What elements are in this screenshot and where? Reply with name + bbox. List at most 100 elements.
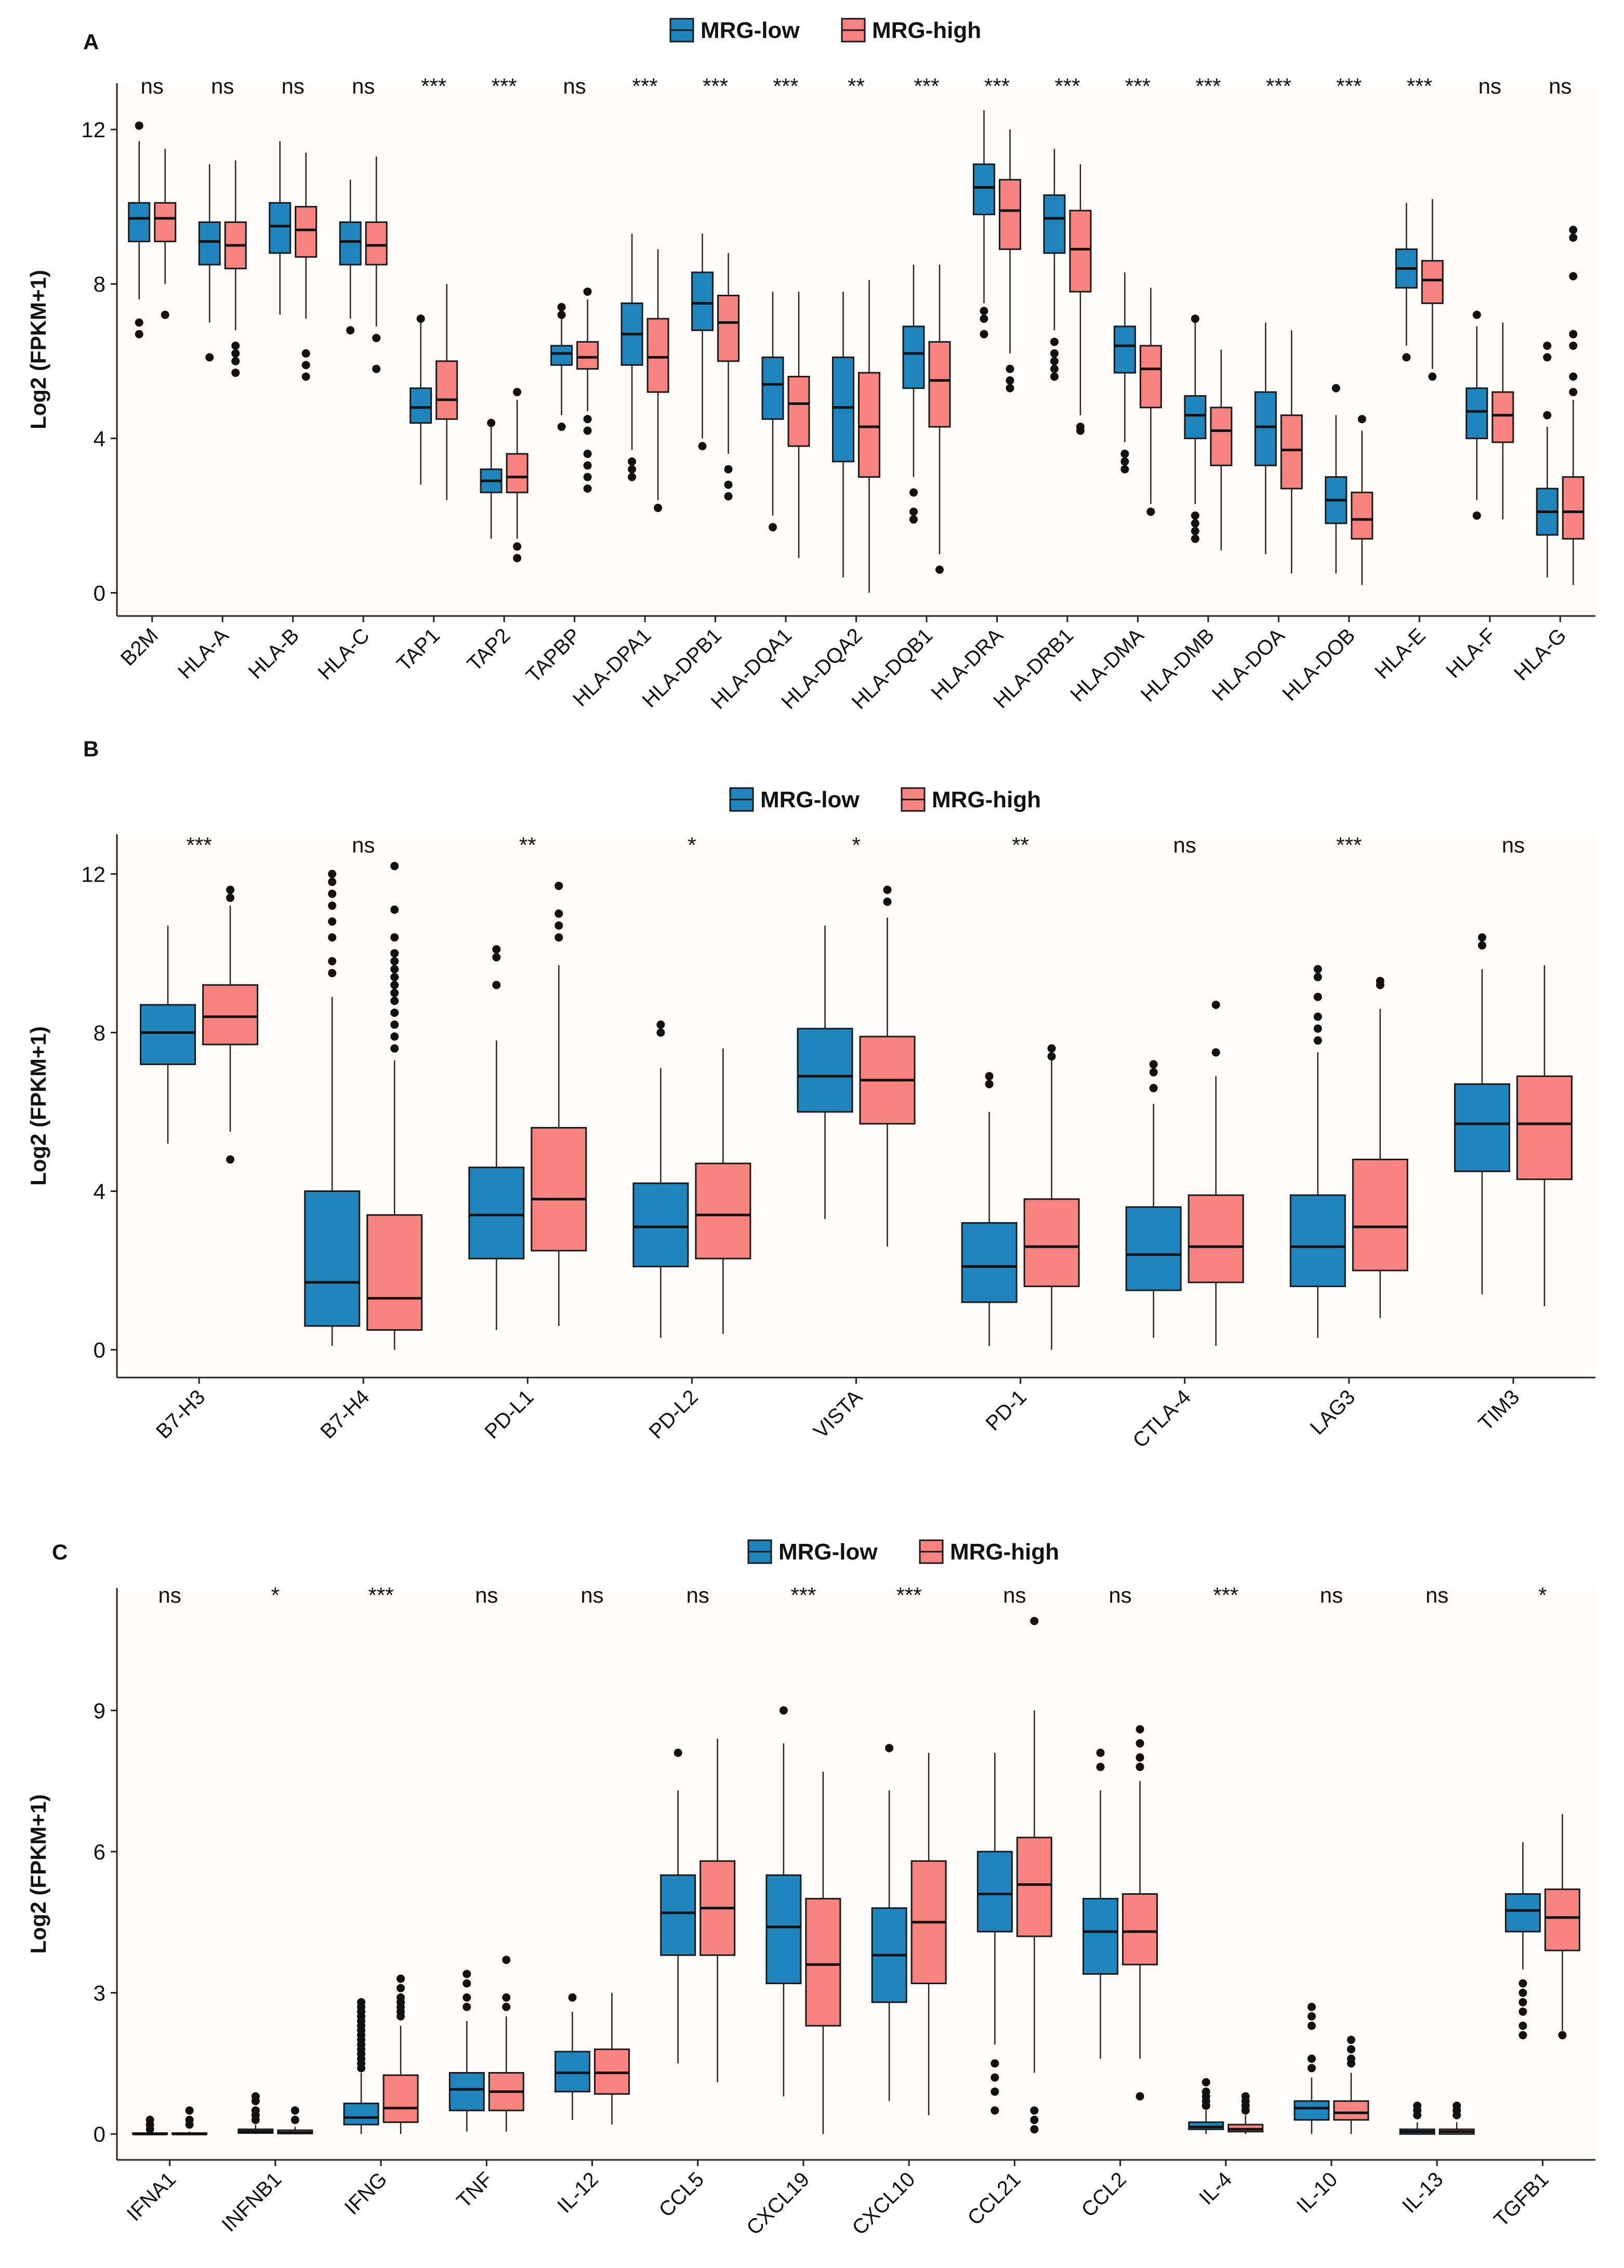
box-iqr [154, 202, 177, 243]
box-iqr [1491, 391, 1514, 443]
box-mrg-high [1210, 349, 1233, 550]
box-mrg-high [224, 160, 247, 377]
legend-label-low: MRG-low [701, 18, 800, 43]
box-iqr [1454, 1083, 1510, 1172]
outlier-point [135, 318, 143, 327]
y-tick-label: 6 [94, 1840, 105, 1864]
box-iqr [1139, 345, 1162, 409]
significance-label: *** [1125, 74, 1151, 98]
legend: MRG-low MRG-high [669, 18, 981, 43]
outlier-point [1149, 1068, 1158, 1077]
outlier-point [1313, 965, 1322, 974]
box-mrg-high [1023, 1044, 1080, 1350]
box-iqr [998, 179, 1021, 250]
box-mrg-low [468, 945, 525, 1330]
significance-label: ns [1320, 1583, 1343, 1607]
outlier-point [724, 465, 733, 474]
outlier-point [568, 1993, 577, 2002]
outlier-point [583, 287, 592, 296]
significance-label: ns [1425, 1583, 1448, 1607]
outlier-point [985, 1080, 994, 1089]
plot-area [117, 1588, 1595, 2160]
box-iqr [198, 221, 221, 266]
box-iqr [1254, 391, 1277, 466]
box-iqr [787, 375, 810, 447]
outlier-point [583, 461, 592, 470]
significance-label: *** [703, 74, 728, 98]
box-iqr [410, 387, 432, 424]
outlier-point [492, 953, 501, 962]
box-iqr [1043, 194, 1066, 254]
plot-area [117, 834, 1595, 1378]
outlier-point [251, 2096, 260, 2105]
outlier-point [991, 2106, 999, 2115]
significance-label: *** [1336, 74, 1362, 98]
box-iqr [1023, 1198, 1080, 1288]
outlier-point [1202, 2078, 1210, 2087]
box-iqr [1069, 209, 1092, 293]
outlier-point [554, 921, 563, 930]
outlier-point [328, 933, 337, 942]
legend-label-high: MRG-high [872, 18, 981, 43]
significance-label: *** [368, 1583, 394, 1607]
outlier-point [554, 933, 563, 942]
outlier-point [1050, 349, 1059, 358]
outlier-point [1191, 519, 1199, 528]
box-mrg-low [1504, 1842, 1541, 2040]
box-mrg-low [448, 1970, 485, 2132]
box-mrg-low [1293, 2002, 1330, 2134]
outlier-point [231, 349, 240, 358]
outlier-point [991, 2073, 999, 2082]
box-iqr [506, 453, 529, 493]
box-iqr [576, 341, 599, 370]
box-mrg-high [1516, 965, 1573, 1306]
box-mrg-high [1491, 322, 1514, 520]
box-iqr [550, 345, 573, 366]
outlier-point [1307, 2054, 1316, 2063]
significance-label: ns [1549, 74, 1572, 98]
box-mrg-high [928, 265, 951, 574]
outlier-point [654, 504, 663, 513]
box-iqr [202, 984, 259, 1045]
outlier-point [1050, 364, 1059, 373]
outlier-point [328, 870, 337, 879]
significance-label: *** [492, 74, 517, 98]
panel-label: A [83, 30, 99, 54]
outlier-point [161, 310, 169, 319]
box-mrg-low [480, 418, 503, 539]
outlier-point [1569, 233, 1578, 242]
significance-label: *** [896, 1583, 922, 1607]
box-mrg-low [1395, 203, 1418, 362]
box-mrg-high [1122, 1725, 1158, 2101]
box-mrg-low [1188, 2078, 1224, 2134]
outlier-point [554, 909, 563, 918]
outlier-point [226, 894, 235, 902]
box-mrg-high [695, 1048, 751, 1334]
outlier-point [390, 862, 399, 871]
significance-label: ns [563, 74, 586, 98]
outlier-point [205, 353, 214, 362]
outlier-point [390, 949, 399, 958]
outlier-point [390, 1044, 399, 1053]
outlier-point [674, 1748, 682, 1757]
outlier-point [656, 1028, 665, 1037]
significance-label: ns [1478, 74, 1501, 98]
outlier-point [1313, 973, 1322, 981]
box-iqr [1184, 395, 1207, 439]
outlier-point [390, 957, 399, 966]
outlier-point [1477, 933, 1486, 942]
outlier-point [1006, 376, 1014, 385]
significance-label: *** [773, 74, 799, 98]
y-tick-label: 12 [81, 862, 105, 886]
box-mrg-low [140, 925, 196, 1144]
outlier-point [1006, 384, 1014, 392]
box-mrg-high [1227, 2092, 1264, 2134]
panel-label: C [52, 1540, 68, 1564]
outlier-point [1136, 1753, 1144, 1762]
outlier-point [513, 388, 522, 397]
outlier-point [390, 973, 399, 981]
outlier-point [991, 2059, 999, 2068]
legend: MRG-low MRG-high [747, 1539, 1059, 1565]
